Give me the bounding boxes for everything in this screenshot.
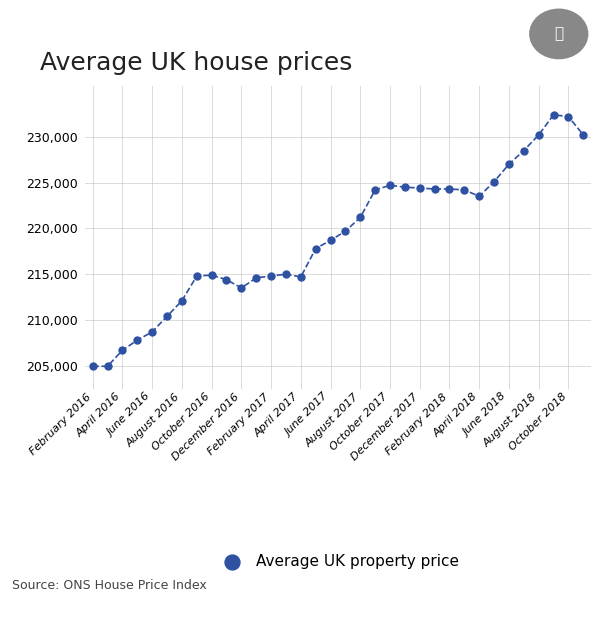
Text: ⮭: ⮭	[554, 27, 563, 41]
Legend: Average UK property price: Average UK property price	[217, 553, 459, 568]
Text: Source: ONS House Price Index: Source: ONS House Price Index	[12, 579, 207, 592]
Text: Which?: Which?	[514, 591, 570, 605]
Text: Average UK house prices: Average UK house prices	[40, 51, 352, 75]
Circle shape	[530, 9, 588, 59]
